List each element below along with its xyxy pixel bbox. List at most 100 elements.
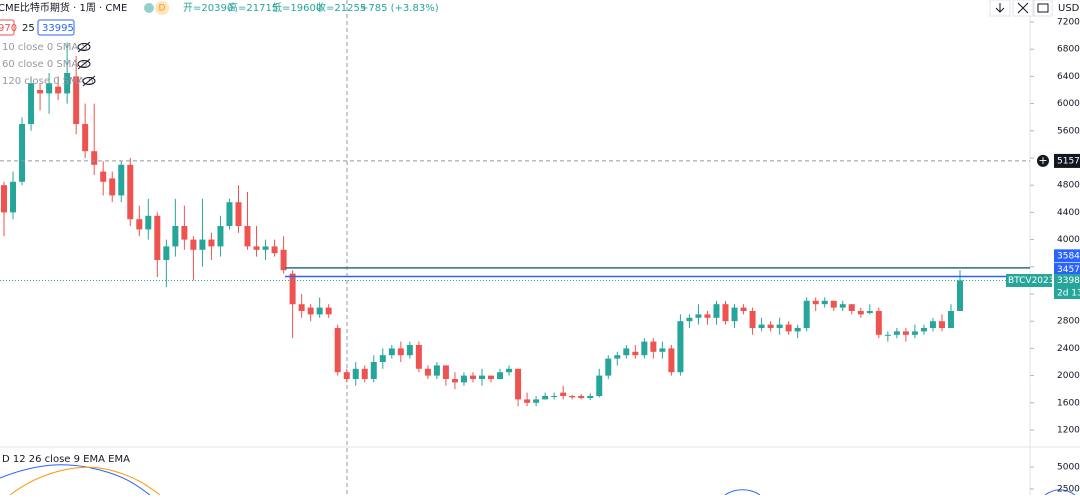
indicator: 60 close 0 SMA 5: [2, 59, 88, 70]
candle-body: [163, 246, 170, 260]
y-tick-label: 48000: [1057, 181, 1080, 191]
symbol: CME比特币期货 · 1周 · CME: [0, 1, 127, 14]
candle-body: [118, 164, 125, 196]
add-button[interactable]: [1037, 154, 1049, 167]
candle-body: [406, 345, 413, 356]
candle-body: [82, 124, 89, 152]
candle-body: [91, 151, 98, 165]
candle-body: [794, 328, 801, 332]
y-tick-label: 16000: [1057, 398, 1080, 408]
candle-body: [929, 321, 936, 328]
ohlc-low: 低=19600: [272, 1, 322, 14]
candle-body: [893, 331, 900, 335]
candle-body: [190, 239, 197, 250]
candle-body: [370, 362, 377, 379]
candle-body: [686, 317, 693, 322]
candle-body: [10, 181, 17, 213]
candle-body: [334, 328, 341, 373]
macd-line: [0, 464, 151, 496]
candle-body: [199, 239, 206, 250]
candle-body: [920, 328, 927, 332]
candle-body: [379, 355, 386, 362]
candle-body: [451, 379, 458, 383]
candle-body: [460, 375, 467, 383]
candle-body: [668, 348, 675, 373]
candle-body: [884, 334, 891, 336]
symbol-label-bg: [1006, 274, 1052, 288]
candle-body: [289, 273, 296, 305]
candle-body: [469, 375, 476, 379]
candle-body: [316, 307, 323, 315]
candle-body: [73, 76, 80, 124]
candle-body: [767, 324, 774, 328]
box: [0, 19, 15, 36]
candle-body: [740, 307, 747, 311]
price-label-bg: [1054, 274, 1080, 288]
candle-body: [587, 396, 594, 399]
candle-body: [848, 304, 855, 311]
hide-icons[interactable]: [77, 41, 96, 87]
candle-body: [650, 341, 657, 352]
candle-body: [442, 365, 449, 379]
price-label-bg: [1054, 249, 1080, 263]
ohlc-open: 开=20390: [183, 3, 233, 14]
candle-body: [127, 164, 134, 220]
y-tick-label: 2500: [1057, 484, 1080, 494]
candle-body: [235, 202, 242, 226]
price-label-bg: [1054, 263, 1080, 277]
price-label: 35845: [1057, 251, 1080, 261]
y-tick-label: 68000: [1057, 45, 1080, 55]
candles: [1, 42, 963, 407]
status-dot: [144, 3, 154, 13]
badge-bg: [155, 1, 169, 15]
candle-body: [352, 368, 359, 379]
candle-body: [325, 307, 332, 315]
candle-body: [136, 219, 143, 230]
candle-body: [542, 396, 549, 400]
candle-body: [226, 202, 233, 226]
currency: USD: [1058, 3, 1080, 14]
candle-body: [100, 171, 107, 182]
candle-body: [704, 314, 711, 318]
candle-body: [298, 304, 305, 311]
candle-body: [821, 300, 828, 305]
badge: D: [159, 4, 166, 14]
y-tick-label: 44000: [1057, 208, 1080, 218]
indicator: 10 close 0 SMA 5: [2, 42, 88, 53]
candle-body: [262, 246, 269, 250]
candle-body: [488, 375, 495, 379]
candle-body: [947, 311, 954, 328]
candle-body: [244, 226, 251, 247]
symbol-label: BTCV2023: [1008, 276, 1055, 286]
candle-body: [623, 348, 630, 356]
candle-body: [109, 178, 116, 196]
left-count: 25: [22, 23, 35, 34]
candle-body: [524, 399, 531, 403]
candle-body: [154, 215, 161, 260]
y-tick-label: 28000: [1057, 317, 1080, 327]
candle-body: [731, 307, 738, 322]
candle-body: [19, 124, 26, 182]
candle-body: [64, 73, 71, 94]
candle-body: [875, 311, 882, 335]
candle-body: [830, 300, 837, 308]
candle-body: [722, 304, 729, 322]
candle-body: [614, 355, 621, 359]
ohlc-high: 高=21715: [228, 1, 278, 14]
box: [37, 19, 75, 36]
macd-line: [1044, 489, 1076, 496]
candle-body: [181, 226, 188, 240]
candle-body: [839, 304, 846, 308]
macd-title: D 12 26 close 9 EMA EMA: [2, 454, 130, 465]
price-label: 51570: [1057, 156, 1080, 166]
candle-body: [902, 331, 909, 335]
candle-body: [433, 365, 440, 376]
candle-body: [911, 331, 918, 335]
toolbar[interactable]: [989, 0, 1053, 17]
candle-body: [343, 372, 350, 379]
candle-body: [217, 226, 224, 247]
y-tick-label: 12000: [1057, 426, 1080, 436]
y-tick-label: 20000: [1057, 371, 1080, 381]
